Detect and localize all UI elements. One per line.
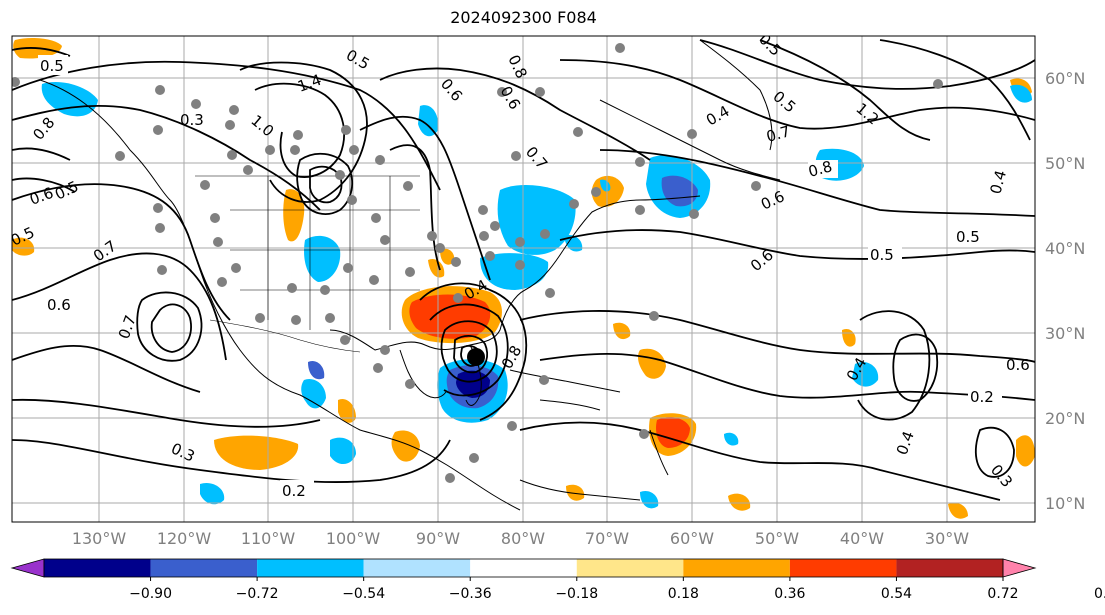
colorbar-tick-label: −0.90	[129, 586, 172, 602]
colorbar-tick-label: 0.36	[774, 586, 805, 602]
colorbar-segment	[363, 559, 471, 577]
contour-label: 0.6	[1006, 356, 1030, 374]
contour-label: 0.4	[986, 168, 1010, 196]
contour-label: 0.2	[970, 388, 994, 406]
contour-label: 0.6	[47, 296, 71, 314]
lon-label: 130°W	[72, 529, 127, 548]
lon-label: 90°W	[416, 529, 460, 548]
colorbar-tick-label: 0.72	[987, 586, 1018, 602]
contour-label: 0.2	[282, 482, 306, 500]
lon-label: 70°W	[585, 529, 629, 548]
colorbar-extend-low	[10, 558, 45, 578]
colorbar-segment	[257, 559, 364, 577]
colorbar-segment	[896, 559, 1003, 577]
lat-label: 40°N	[1045, 239, 1085, 258]
colorbar-tick-label: 0.54	[881, 586, 912, 602]
colorbar-tick-label: −0.54	[342, 586, 385, 602]
colorbar: −0.90 −0.72 −0.54 −0.36 −0.18 0.18 0.36 0.54 0.7…	[10, 558, 1105, 602]
colorbar-tick-label: −0.18	[555, 586, 598, 602]
colorbar-tick-label: 0.90	[1094, 586, 1105, 602]
lat-label: 50°N	[1045, 154, 1085, 173]
lon-label: 110°W	[241, 529, 296, 548]
contour-lines	[12, 39, 1035, 501]
colorbar-segment	[150, 559, 258, 577]
lon-label: 60°W	[670, 529, 714, 548]
colorbar-segment	[44, 559, 151, 577]
colorbar-tick-label: 0.18	[668, 586, 699, 602]
lat-label: 60°N	[1045, 69, 1085, 88]
lat-label: 20°N	[1045, 409, 1085, 428]
lat-label: 30°N	[1045, 324, 1085, 343]
map-gridlines	[12, 36, 1035, 522]
map-plot-area: 0.5 0.8 0.5 1.4 1.0 0.3 0.6 0.5 0.5 0.6 …	[12, 36, 1035, 522]
colorbar-tick-label: −0.72	[236, 586, 279, 602]
longitude-labels: 130°W 120°W 110°W 100°W 90°W 80°W 70°W 6…	[72, 529, 969, 548]
lat-label: 10°N	[1045, 494, 1085, 513]
contour-label: 0.5	[40, 57, 64, 75]
colorbar-segment	[470, 559, 577, 577]
plot-frame	[11, 35, 1036, 523]
lon-label: 100°W	[326, 529, 381, 548]
positive-anomaly-shading	[12, 38, 1035, 519]
contour-label: 0.7	[764, 122, 792, 146]
chart-title: 2024092300 F084	[450, 8, 597, 27]
lon-label: 120°W	[157, 529, 212, 548]
colorbar-segment	[683, 559, 790, 577]
lon-label: 30°W	[925, 529, 969, 548]
colorbar-tick-label: −0.36	[449, 586, 492, 602]
lon-label: 40°W	[840, 529, 884, 548]
colorbar-extend-high	[1002, 558, 1037, 578]
latitude-labels: 60°N 50°N 40°N 30°N 20°N 10°N	[1045, 69, 1085, 513]
contour-label: 0.3	[180, 111, 204, 129]
colorbar-segment	[789, 559, 897, 577]
station-dots	[12, 43, 943, 483]
lon-label: 80°W	[501, 529, 545, 548]
storm-center-marker	[467, 348, 485, 366]
colorbar-frame	[43, 558, 1004, 578]
lon-label: 50°W	[755, 529, 799, 548]
contour-label: 0.8	[806, 157, 834, 181]
coastlines	[39, 39, 781, 511]
colorbar-segment	[576, 559, 684, 577]
contour-label: 0.5	[956, 228, 980, 246]
contour-label: 0.5	[870, 246, 894, 264]
